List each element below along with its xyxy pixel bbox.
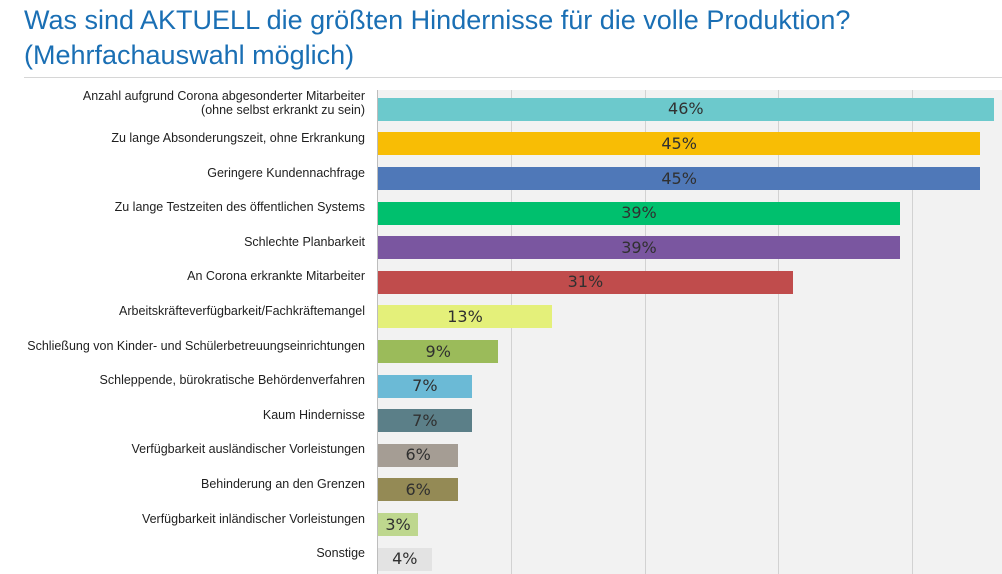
category-axis-line: [377, 90, 378, 574]
bar: [378, 236, 900, 260]
data-label: 45%: [661, 133, 697, 153]
plot-area: 46% 45% 45% 39% 39% 31% 13% 9% 7% 7% 6% 6% 3% 4%: [377, 90, 1002, 574]
bar: [378, 340, 499, 363]
category-label: An Corona erkrankte Mitarbeiter: [187, 269, 365, 284]
bar: [378, 201, 900, 225]
bar: [378, 374, 472, 398]
gridline: [778, 90, 779, 574]
chart-title-line-2: (Mehrfachauswahl möglich): [24, 40, 355, 70]
gridline: [912, 90, 913, 574]
data-label: 4%: [392, 549, 418, 569]
category-label: Kaum Hindernisse: [262, 407, 365, 422]
data-label: 9%: [425, 341, 451, 361]
data-label: 31%: [567, 272, 604, 292]
category-label: (ohne selbst erkrankt zu sein): [201, 103, 365, 118]
data-label: 45%: [661, 168, 697, 188]
category-label: Schließung von Kinder- und Schülerbetreu…: [27, 338, 365, 353]
category-label: Sonstige: [316, 546, 365, 561]
category-label: Verfügbarkeit inländischer Vorleistungen: [141, 511, 365, 526]
bar: [378, 167, 981, 190]
bar: [378, 513, 419, 536]
gridline: [645, 90, 646, 574]
chart-title-line-1: Was sind AKTUELL die größten Hindernisse…: [24, 5, 851, 35]
data-label: 6%: [405, 445, 431, 465]
bar: [378, 305, 552, 329]
bar: [378, 97, 994, 121]
chart-title: Was sind AKTUELL die größten Hindernisse…: [24, 3, 994, 73]
data-label: 7%: [412, 410, 438, 430]
data-label: 7%: [412, 376, 438, 396]
title-divider: [24, 77, 1002, 78]
category-label: Verfügbarkeit ausländischer Vorleistunge…: [131, 442, 365, 457]
category-label: Arbeitskräfteverfügbarkeit/Fachkräfteman…: [119, 303, 365, 318]
category-label: Anzahl aufgrund Corona abgesonderter Mit…: [82, 89, 365, 104]
gridline: [511, 90, 512, 574]
category-label: Zu lange Absonderungszeit, ohne Erkranku…: [111, 130, 365, 145]
category-label: Zu lange Testzeiten des öffentlichen Sys…: [114, 200, 365, 215]
category-label: Geringere Kundennachfrage: [207, 165, 365, 180]
data-label: 3%: [385, 514, 411, 534]
data-label: 39%: [621, 203, 657, 223]
data-label: 39%: [621, 237, 657, 257]
data-label: 46%: [668, 99, 704, 119]
bar: [378, 443, 459, 467]
data-label: 13%: [447, 306, 483, 326]
bar: [378, 547, 432, 571]
category-label: Schlechte Planbarkeit: [244, 234, 365, 249]
category-label: Behinderung an den Grenzen: [200, 476, 365, 491]
bar: [378, 132, 981, 156]
bar: [378, 478, 459, 502]
bar: [378, 270, 793, 294]
data-label: 6%: [405, 479, 431, 499]
category-label: Schleppende, bürokratische Behördenverfa…: [99, 373, 365, 388]
bar: [378, 409, 472, 433]
